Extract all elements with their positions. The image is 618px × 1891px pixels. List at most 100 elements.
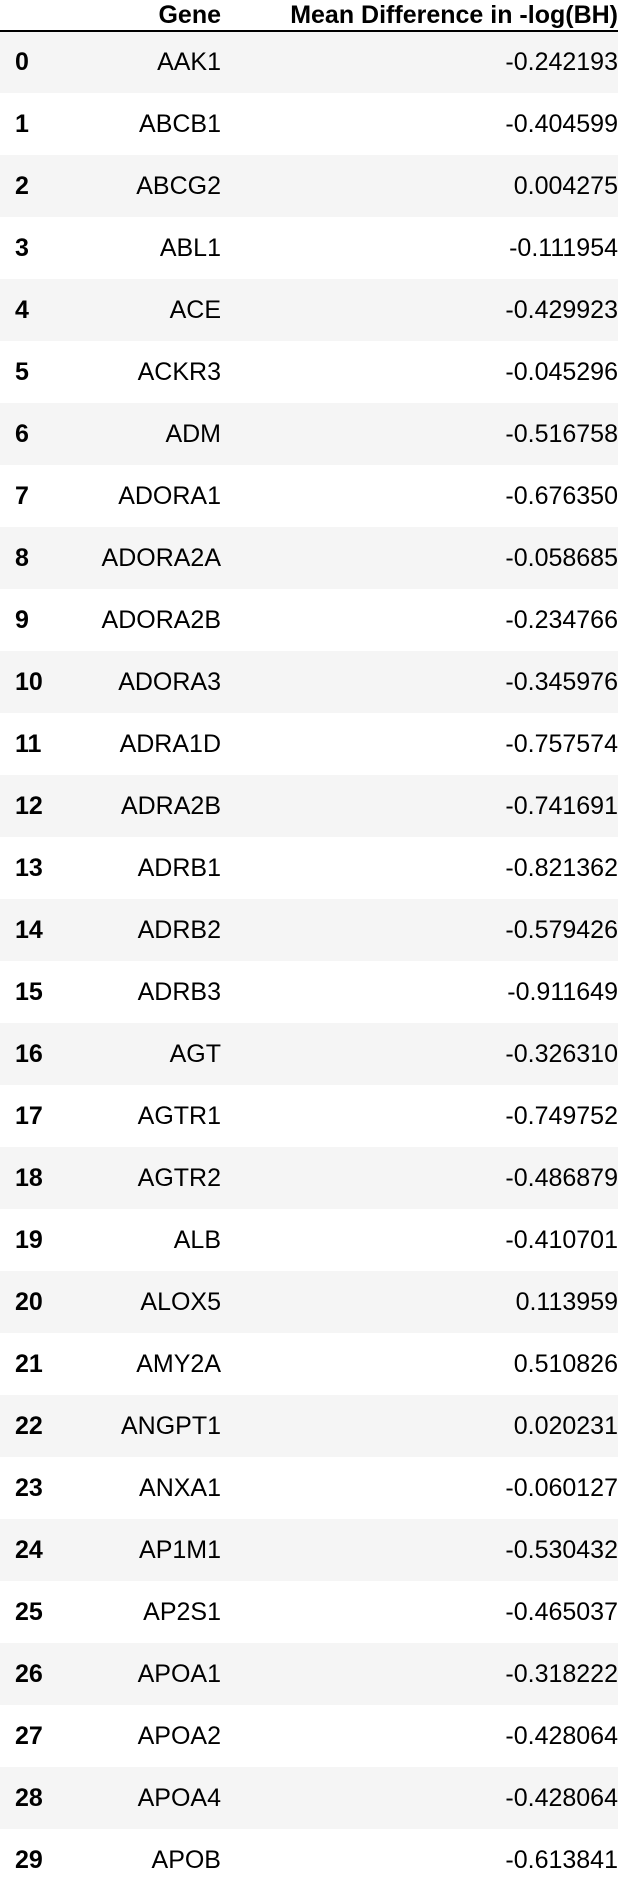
- gene-cell: ADRB3: [137, 977, 221, 1006]
- value-cell: -0.530432: [505, 1535, 618, 1564]
- row-index: 7: [15, 481, 29, 510]
- row-index: 0: [15, 48, 29, 76]
- row-index: 5: [15, 357, 29, 386]
- row-index: 15: [15, 977, 43, 1006]
- gene-cell: APOB: [151, 1845, 221, 1874]
- table-row: 1 ABCB1 -0.404599: [0, 93, 618, 155]
- table-row: 18 AGTR2 -0.486879: [0, 1147, 618, 1209]
- gene-cell: APOA4: [137, 1783, 221, 1812]
- gene-cell: AGTR2: [137, 1163, 221, 1192]
- table-row: 12 ADRA2B -0.741691: [0, 775, 618, 837]
- row-index: 21: [15, 1349, 43, 1378]
- value-cell: -0.757574: [505, 729, 618, 758]
- value-cell: -0.060127: [505, 1473, 618, 1502]
- table-row: 13 ADRB1 -0.821362: [0, 837, 618, 899]
- row-index: 27: [15, 1721, 43, 1750]
- value-cell: -0.345976: [505, 667, 618, 696]
- row-index: 28: [15, 1783, 43, 1812]
- gene-column-header: Gene: [67, 0, 221, 32]
- gene-cell: ADORA2A: [101, 543, 221, 572]
- row-index: 13: [15, 853, 43, 882]
- table-row: 19 ALB -0.410701: [0, 1209, 618, 1271]
- row-index: 6: [15, 419, 29, 448]
- table-row: 21 AMY2A 0.510826: [0, 1333, 618, 1395]
- value-cell: -0.429923: [505, 295, 618, 324]
- value-cell: -0.579426: [505, 915, 618, 944]
- table-header: Gene Mean Difference in -log(BH): [0, 0, 618, 32]
- row-index: 20: [15, 1287, 43, 1316]
- gene-cell: APOA2: [137, 1721, 221, 1750]
- index-column-header: [0, 0, 67, 32]
- table-row: 23 ANXA1 -0.060127: [0, 1457, 618, 1519]
- gene-cell: ADORA1: [118, 481, 221, 510]
- table-row: 22 ANGPT1 0.020231: [0, 1395, 618, 1457]
- row-index: 4: [15, 295, 29, 324]
- table-row: 6 ADM -0.516758: [0, 403, 618, 465]
- header-row: Gene Mean Difference in -log(BH): [0, 0, 618, 32]
- row-index: 17: [15, 1101, 43, 1130]
- value-cell: -0.410701: [505, 1225, 618, 1254]
- gene-cell: ADRB1: [137, 853, 221, 882]
- value-cell: -0.404599: [505, 109, 618, 138]
- row-index: 12: [15, 791, 43, 820]
- table-row: 16 AGT -0.326310: [0, 1023, 618, 1085]
- table-row: 15 ADRB3 -0.911649: [0, 961, 618, 1023]
- value-cell: -0.326310: [505, 1039, 618, 1068]
- table-row: 3 ABL1 -0.111954: [0, 217, 618, 279]
- table-row: 27 APOA2 -0.428064: [0, 1705, 618, 1767]
- value-column-header: Mean Difference in -log(BH): [221, 0, 618, 32]
- value-cell: -0.676350: [505, 481, 618, 510]
- gene-cell: ALOX5: [140, 1287, 221, 1316]
- gene-cell: ADRB2: [137, 915, 221, 944]
- table-row: 29 APOB -0.613841: [0, 1829, 618, 1891]
- value-cell: -0.749752: [505, 1101, 618, 1130]
- gene-cell: ANXA1: [139, 1473, 221, 1502]
- row-index: 10: [15, 667, 43, 696]
- gene-cell: ADRA2B: [120, 791, 221, 820]
- gene-cell: ANGPT1: [120, 1411, 221, 1440]
- gene-cell: AP1M1: [139, 1535, 221, 1564]
- gene-cell: ADORA3: [118, 667, 221, 696]
- value-cell: 0.510826: [513, 1349, 618, 1378]
- table-row: 24 AP1M1 -0.530432: [0, 1519, 618, 1581]
- table-row: 17 AGTR1 -0.749752: [0, 1085, 618, 1147]
- table-row: 28 APOA4 -0.428064: [0, 1767, 618, 1829]
- table-row: 7 ADORA1 -0.676350: [0, 465, 618, 527]
- row-index: 8: [15, 543, 29, 572]
- value-cell: -0.741691: [505, 791, 618, 820]
- value-cell: -0.911649: [507, 977, 618, 1006]
- table-row: 2 ABCG2 0.004275: [0, 155, 618, 217]
- value-cell: -0.111954: [509, 233, 618, 262]
- value-cell: -0.613841: [505, 1845, 618, 1874]
- row-index: 9: [15, 605, 29, 634]
- gene-cell: AGT: [169, 1039, 221, 1068]
- row-index: 23: [15, 1473, 43, 1502]
- row-index: 24: [15, 1535, 43, 1564]
- value-cell: -0.516758: [505, 419, 618, 448]
- table-row: 11 ADRA1D -0.757574: [0, 713, 618, 775]
- value-cell: -0.486879: [505, 1163, 618, 1192]
- row-index: 16: [15, 1039, 43, 1068]
- table-row: 14 ADRB2 -0.579426: [0, 899, 618, 961]
- row-index: 18: [15, 1163, 43, 1192]
- gene-cell: ADORA2B: [101, 605, 221, 634]
- row-index: 26: [15, 1659, 43, 1688]
- table-row: 26 APOA1 -0.318222: [0, 1643, 618, 1705]
- table-row: 4 ACE -0.429923: [0, 279, 618, 341]
- value-cell: -0.058685: [505, 543, 618, 572]
- gene-cell: ABCG2: [136, 171, 221, 200]
- row-index: 25: [15, 1597, 43, 1626]
- gene-cell: ALB: [173, 1225, 221, 1254]
- gene-cell: APOA1: [137, 1659, 221, 1688]
- table-row: 8 ADORA2A -0.058685: [0, 527, 618, 589]
- table-row: 10 ADORA3 -0.345976: [0, 651, 618, 713]
- value-cell: 0.020231: [513, 1411, 618, 1440]
- value-cell: -0.428064: [505, 1783, 618, 1812]
- gene-cell: AAK1: [157, 48, 221, 76]
- gene-cell: ADM: [165, 419, 221, 448]
- value-cell: -0.242193: [505, 48, 618, 76]
- value-cell: -0.045296: [505, 357, 618, 386]
- value-cell: -0.821362: [505, 853, 618, 882]
- table-row: 5 ACKR3 -0.045296: [0, 341, 618, 403]
